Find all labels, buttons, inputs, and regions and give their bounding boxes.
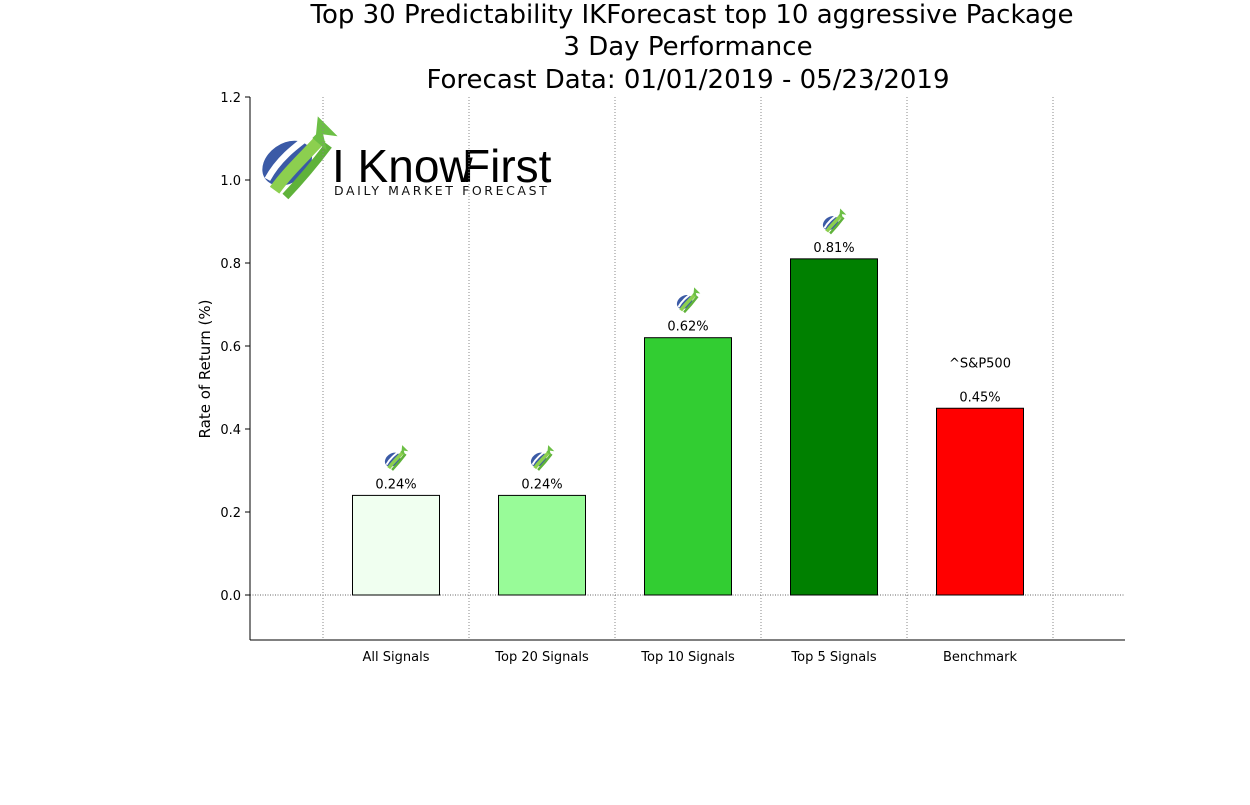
y-tick-label: 0.8 [220,257,241,272]
y-tick-label: 1.2 [220,91,241,106]
y-axis-label: Rate of Return (%) [196,300,214,439]
y-tick-label: 0.6 [220,340,241,355]
title-line-3: Forecast Data: 01/01/2019 - 05/23/2019 [426,65,949,95]
data-label: 0.81% [813,241,854,256]
bar-top-10-signals [644,337,732,596]
x-tick-label: Top 20 Signals [494,650,589,665]
logo-arrow-icon [254,116,338,196]
x-tick-label: Top 5 Signals [790,650,876,665]
title-line-1: Top 30 Predictability IKForecast top 10 … [309,0,1073,30]
logo-word-iknow: I Know [332,140,473,192]
data-label: 0.45% [959,390,1000,405]
benchmark-annotation: ^S&P500 [949,356,1011,371]
title-line-2: 3 Day Performance [563,32,812,62]
axes: All Signals Top 20 Signals Top 10 Signals T… [220,91,1125,665]
data-label: 0.24% [521,477,562,492]
y-tick-label: 1.0 [220,174,241,189]
y-tick-label: 0.4 [220,423,241,438]
bar-top-5-signals [790,258,878,596]
bar-all-signals [352,494,440,596]
logo-word-first: First [462,140,552,192]
logo-icon [528,445,554,470]
y-tick-label: 0.2 [220,506,241,521]
logo-icon [820,209,846,234]
logo-tagline: DAILY MARKET FORECAST [334,183,549,198]
data-label: 0.24% [375,477,416,492]
bars [352,258,1024,596]
x-tick-label: Benchmark [943,650,1018,665]
chart-title: Top 30 Predictability IKForecast top 10 … [309,0,1073,95]
data-label: 0.62% [667,320,708,335]
y-tick-label: 0.0 [220,589,241,604]
bar-top-20-signals [498,494,586,596]
data-labels: 0.24% 0.24% 0.62% 0.81% 0.45% ^S&P500 [375,209,1011,492]
x-tick-label: All Signals [363,650,430,665]
x-tick-label: Top 10 Signals [640,650,735,665]
logo-icon [382,445,408,470]
logo-icon [674,287,700,312]
bar-benchmark [936,407,1024,596]
iknowfirst-logo: I Know First DAILY MARKET FORECAST [254,116,552,198]
